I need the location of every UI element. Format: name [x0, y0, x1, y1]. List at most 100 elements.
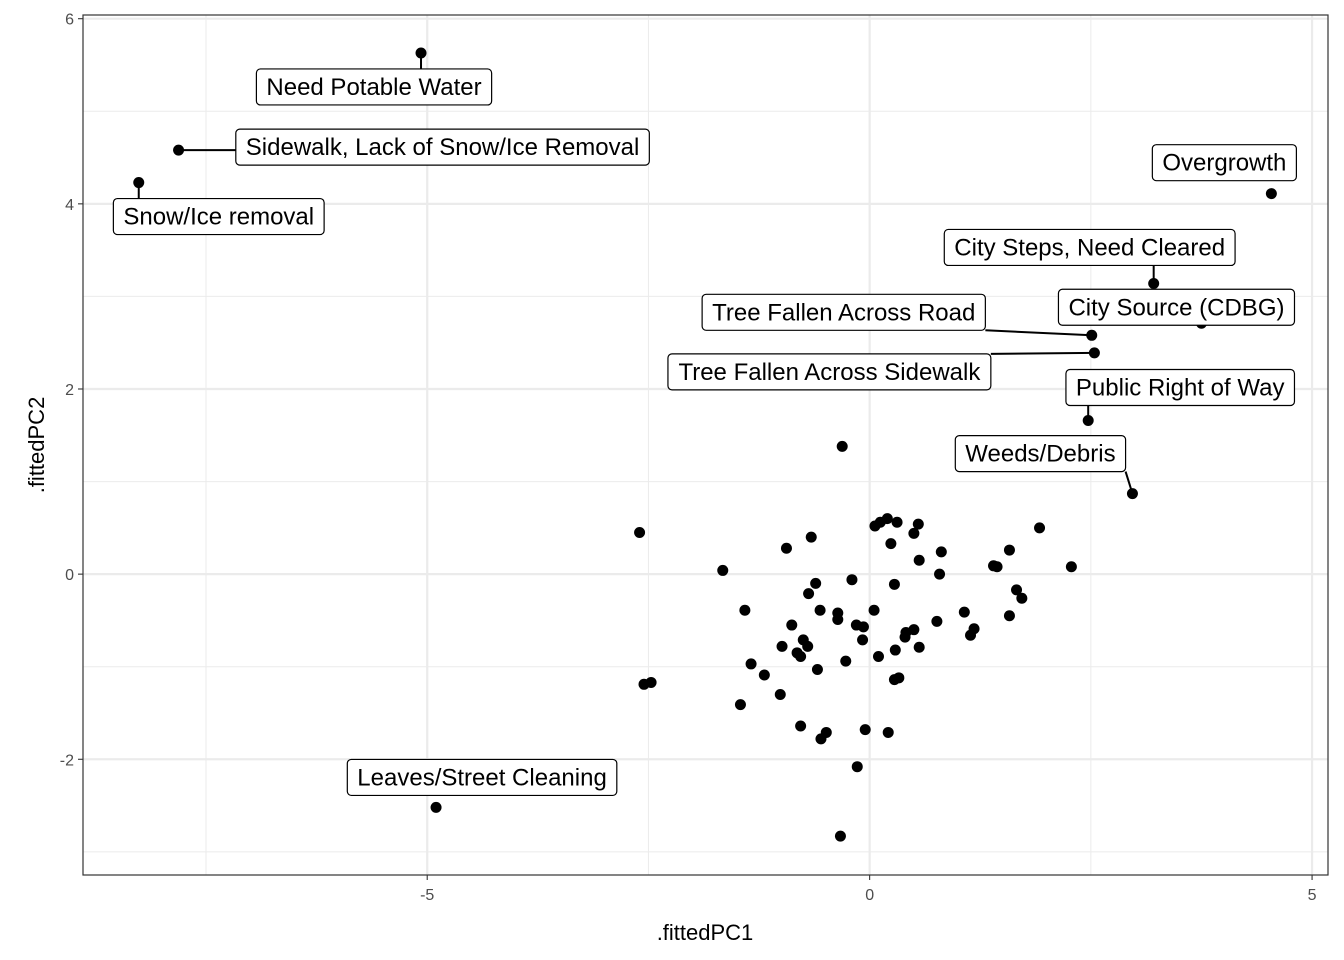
label-box [954, 435, 1127, 473]
data-point [931, 615, 943, 627]
data-point [645, 676, 657, 688]
label-box [701, 293, 986, 331]
label-text: Sidewalk, Lack of Snow/Ice Removal [246, 134, 640, 161]
label-text: Public Right of Way [1076, 374, 1285, 401]
label-box [346, 758, 618, 797]
label-box [1065, 368, 1296, 407]
data-point [913, 554, 925, 566]
data-point [913, 641, 925, 653]
label-text: City Source (CDBG) [1068, 294, 1284, 321]
data-point [935, 546, 947, 558]
data-point [1065, 561, 1077, 573]
x-axis-title: .fittedPC1 [657, 920, 754, 945]
data-point [810, 577, 822, 589]
data-point [1034, 522, 1046, 534]
label-text: Weeds/Debris [965, 441, 1115, 468]
data-point [832, 613, 844, 625]
data-point [908, 527, 920, 539]
y-tick-label: 6 [65, 12, 74, 29]
data-point [912, 518, 924, 530]
data-point [851, 761, 863, 773]
data-point [802, 640, 814, 652]
label-box [943, 228, 1236, 267]
data-point [881, 513, 893, 525]
data-point [836, 440, 848, 452]
data-point [811, 663, 823, 675]
data-point [774, 688, 786, 700]
point-label: Need Potable Water [255, 68, 493, 106]
y-axis-title: .fittedPC2 [24, 397, 49, 494]
x-tick-label: 5 [1308, 887, 1317, 904]
data-point [834, 830, 846, 842]
point-label: Tree Fallen Across Road [701, 293, 986, 331]
y-tick-label: -2 [60, 752, 74, 769]
y-tick-label: 4 [65, 197, 74, 214]
data-point [857, 634, 869, 646]
data-point [1003, 544, 1015, 556]
label-box [235, 128, 650, 166]
data-point [885, 538, 897, 550]
data-point [859, 724, 871, 736]
data-point [868, 604, 880, 616]
data-point [814, 604, 826, 616]
data-point [882, 726, 894, 738]
label-box [1057, 288, 1296, 326]
point-label: Overgrowth [1151, 144, 1297, 182]
data-point [795, 720, 807, 732]
label-text: Snow/Ice removal [123, 204, 314, 231]
data-point [888, 674, 900, 686]
point-label: Leaves/Street Cleaning [346, 758, 618, 797]
data-point [891, 516, 903, 528]
data-point [1016, 592, 1028, 604]
label-leader-line [990, 351, 1095, 355]
data-point [850, 619, 862, 631]
x-tick-label: -5 [420, 887, 434, 904]
axes: -5 0 5 -2 0 2 4 6 [60, 12, 1317, 904]
y-tick-label: 2 [65, 382, 74, 399]
data-point [889, 644, 901, 656]
data-point [780, 542, 792, 554]
point-label: City Source (CDBG) [1057, 288, 1296, 326]
data-point [872, 651, 884, 663]
data-point [786, 619, 798, 631]
data-point [900, 626, 912, 638]
data-point [634, 526, 646, 538]
point-label: Weeds/Debris [954, 435, 1127, 473]
label-text: City Steps, Need Cleared [954, 234, 1225, 261]
data-point [758, 669, 770, 681]
label-text: Leaves/Street Cleaning [357, 764, 607, 791]
data-point [795, 651, 807, 663]
point-label: Public Right of Way [1065, 368, 1296, 407]
plot-border [82, 14, 1329, 876]
data-point [805, 531, 817, 543]
label-text: Tree Fallen Across Road [712, 299, 975, 326]
label-box [255, 68, 493, 106]
data-point [958, 606, 970, 618]
point-label: Tree Fallen Across Sidewalk [667, 353, 992, 391]
point-label: Snow/Ice removal [112, 197, 325, 236]
label-box [667, 353, 992, 391]
data-point [1003, 610, 1015, 622]
label-box [112, 197, 325, 236]
data-point [739, 604, 751, 616]
y-tick-label: 0 [65, 567, 74, 584]
data-point [717, 564, 729, 576]
label-text: Need Potable Water [266, 74, 481, 101]
data-point [1011, 584, 1023, 596]
data-point [846, 574, 858, 586]
data-point [934, 568, 946, 580]
data-point [815, 733, 827, 745]
data-point [734, 699, 746, 711]
data-point [968, 623, 980, 635]
label-leader-line [1124, 471, 1134, 494]
labeled-data-point [1265, 188, 1277, 200]
data-point [840, 655, 852, 667]
data-point [991, 561, 1003, 573]
label-box [1151, 144, 1297, 182]
point-label: City Steps, Need Cleared [943, 228, 1236, 267]
data-point [776, 640, 788, 652]
point-labels: Need Potable Water Sidewalk, Lack of Snow… [112, 52, 1297, 797]
data-point [745, 658, 757, 670]
data-point [803, 588, 815, 600]
label-text: Tree Fallen Across Sidewalk [678, 359, 981, 386]
